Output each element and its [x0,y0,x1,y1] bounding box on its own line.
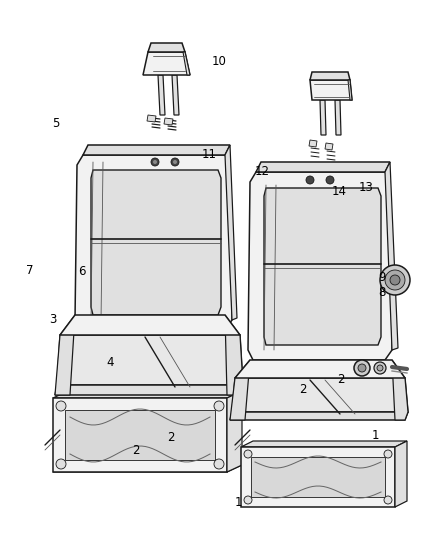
Text: 2: 2 [167,431,175,443]
Text: 3: 3 [49,313,56,326]
Circle shape [374,362,386,374]
Text: 1: 1 [235,496,243,508]
Polygon shape [55,385,243,395]
Text: 7: 7 [26,264,34,277]
Polygon shape [164,118,173,125]
Text: 6: 6 [78,265,86,278]
Circle shape [153,160,157,164]
Polygon shape [60,315,240,335]
Polygon shape [392,360,408,420]
Text: 14: 14 [332,185,347,198]
Polygon shape [309,140,317,147]
Text: 13: 13 [358,181,373,194]
Polygon shape [53,398,227,472]
Polygon shape [225,315,243,395]
Text: 2: 2 [132,444,140,457]
Polygon shape [83,145,230,155]
Polygon shape [335,100,341,135]
Polygon shape [91,170,221,315]
Text: 10: 10 [212,55,226,68]
Polygon shape [75,155,232,330]
Polygon shape [251,457,385,497]
Circle shape [56,459,66,469]
Polygon shape [55,315,75,395]
Circle shape [214,459,224,469]
Polygon shape [158,75,165,115]
Polygon shape [310,80,352,100]
Text: 2: 2 [337,373,345,386]
Polygon shape [53,391,242,398]
Polygon shape [241,447,395,507]
Circle shape [56,401,66,411]
Text: 11: 11 [202,148,217,161]
Polygon shape [256,162,390,172]
Text: 1: 1 [372,430,380,442]
Polygon shape [310,72,350,80]
Polygon shape [325,143,333,150]
Circle shape [306,176,314,184]
Polygon shape [143,52,190,75]
Polygon shape [235,360,405,378]
Circle shape [244,450,252,458]
Circle shape [377,365,383,371]
Polygon shape [147,115,156,122]
Polygon shape [53,465,242,472]
Polygon shape [172,75,179,115]
Polygon shape [232,378,408,412]
Text: 8: 8 [378,286,385,298]
Circle shape [171,158,179,166]
Polygon shape [183,52,190,75]
Circle shape [173,160,177,164]
Polygon shape [57,335,243,385]
Text: 2: 2 [299,383,307,395]
Polygon shape [65,410,215,460]
Polygon shape [348,80,352,100]
Polygon shape [225,145,237,320]
Text: 9: 9 [378,271,386,284]
Circle shape [380,265,410,295]
Circle shape [384,450,392,458]
Polygon shape [385,162,398,350]
Text: 4: 4 [106,356,114,369]
Circle shape [151,158,159,166]
Circle shape [385,270,405,290]
Text: 12: 12 [254,165,269,178]
Circle shape [384,496,392,504]
Circle shape [214,401,224,411]
Polygon shape [264,188,381,345]
Circle shape [244,496,252,504]
Polygon shape [248,172,392,360]
Circle shape [390,275,400,285]
Circle shape [326,176,334,184]
Circle shape [358,364,366,372]
Polygon shape [227,391,242,472]
Circle shape [354,360,370,376]
Polygon shape [320,100,326,135]
Polygon shape [241,441,407,447]
Polygon shape [230,360,250,420]
Polygon shape [395,441,407,507]
Polygon shape [230,412,408,420]
Text: 5: 5 [53,117,60,130]
Polygon shape [148,43,185,52]
